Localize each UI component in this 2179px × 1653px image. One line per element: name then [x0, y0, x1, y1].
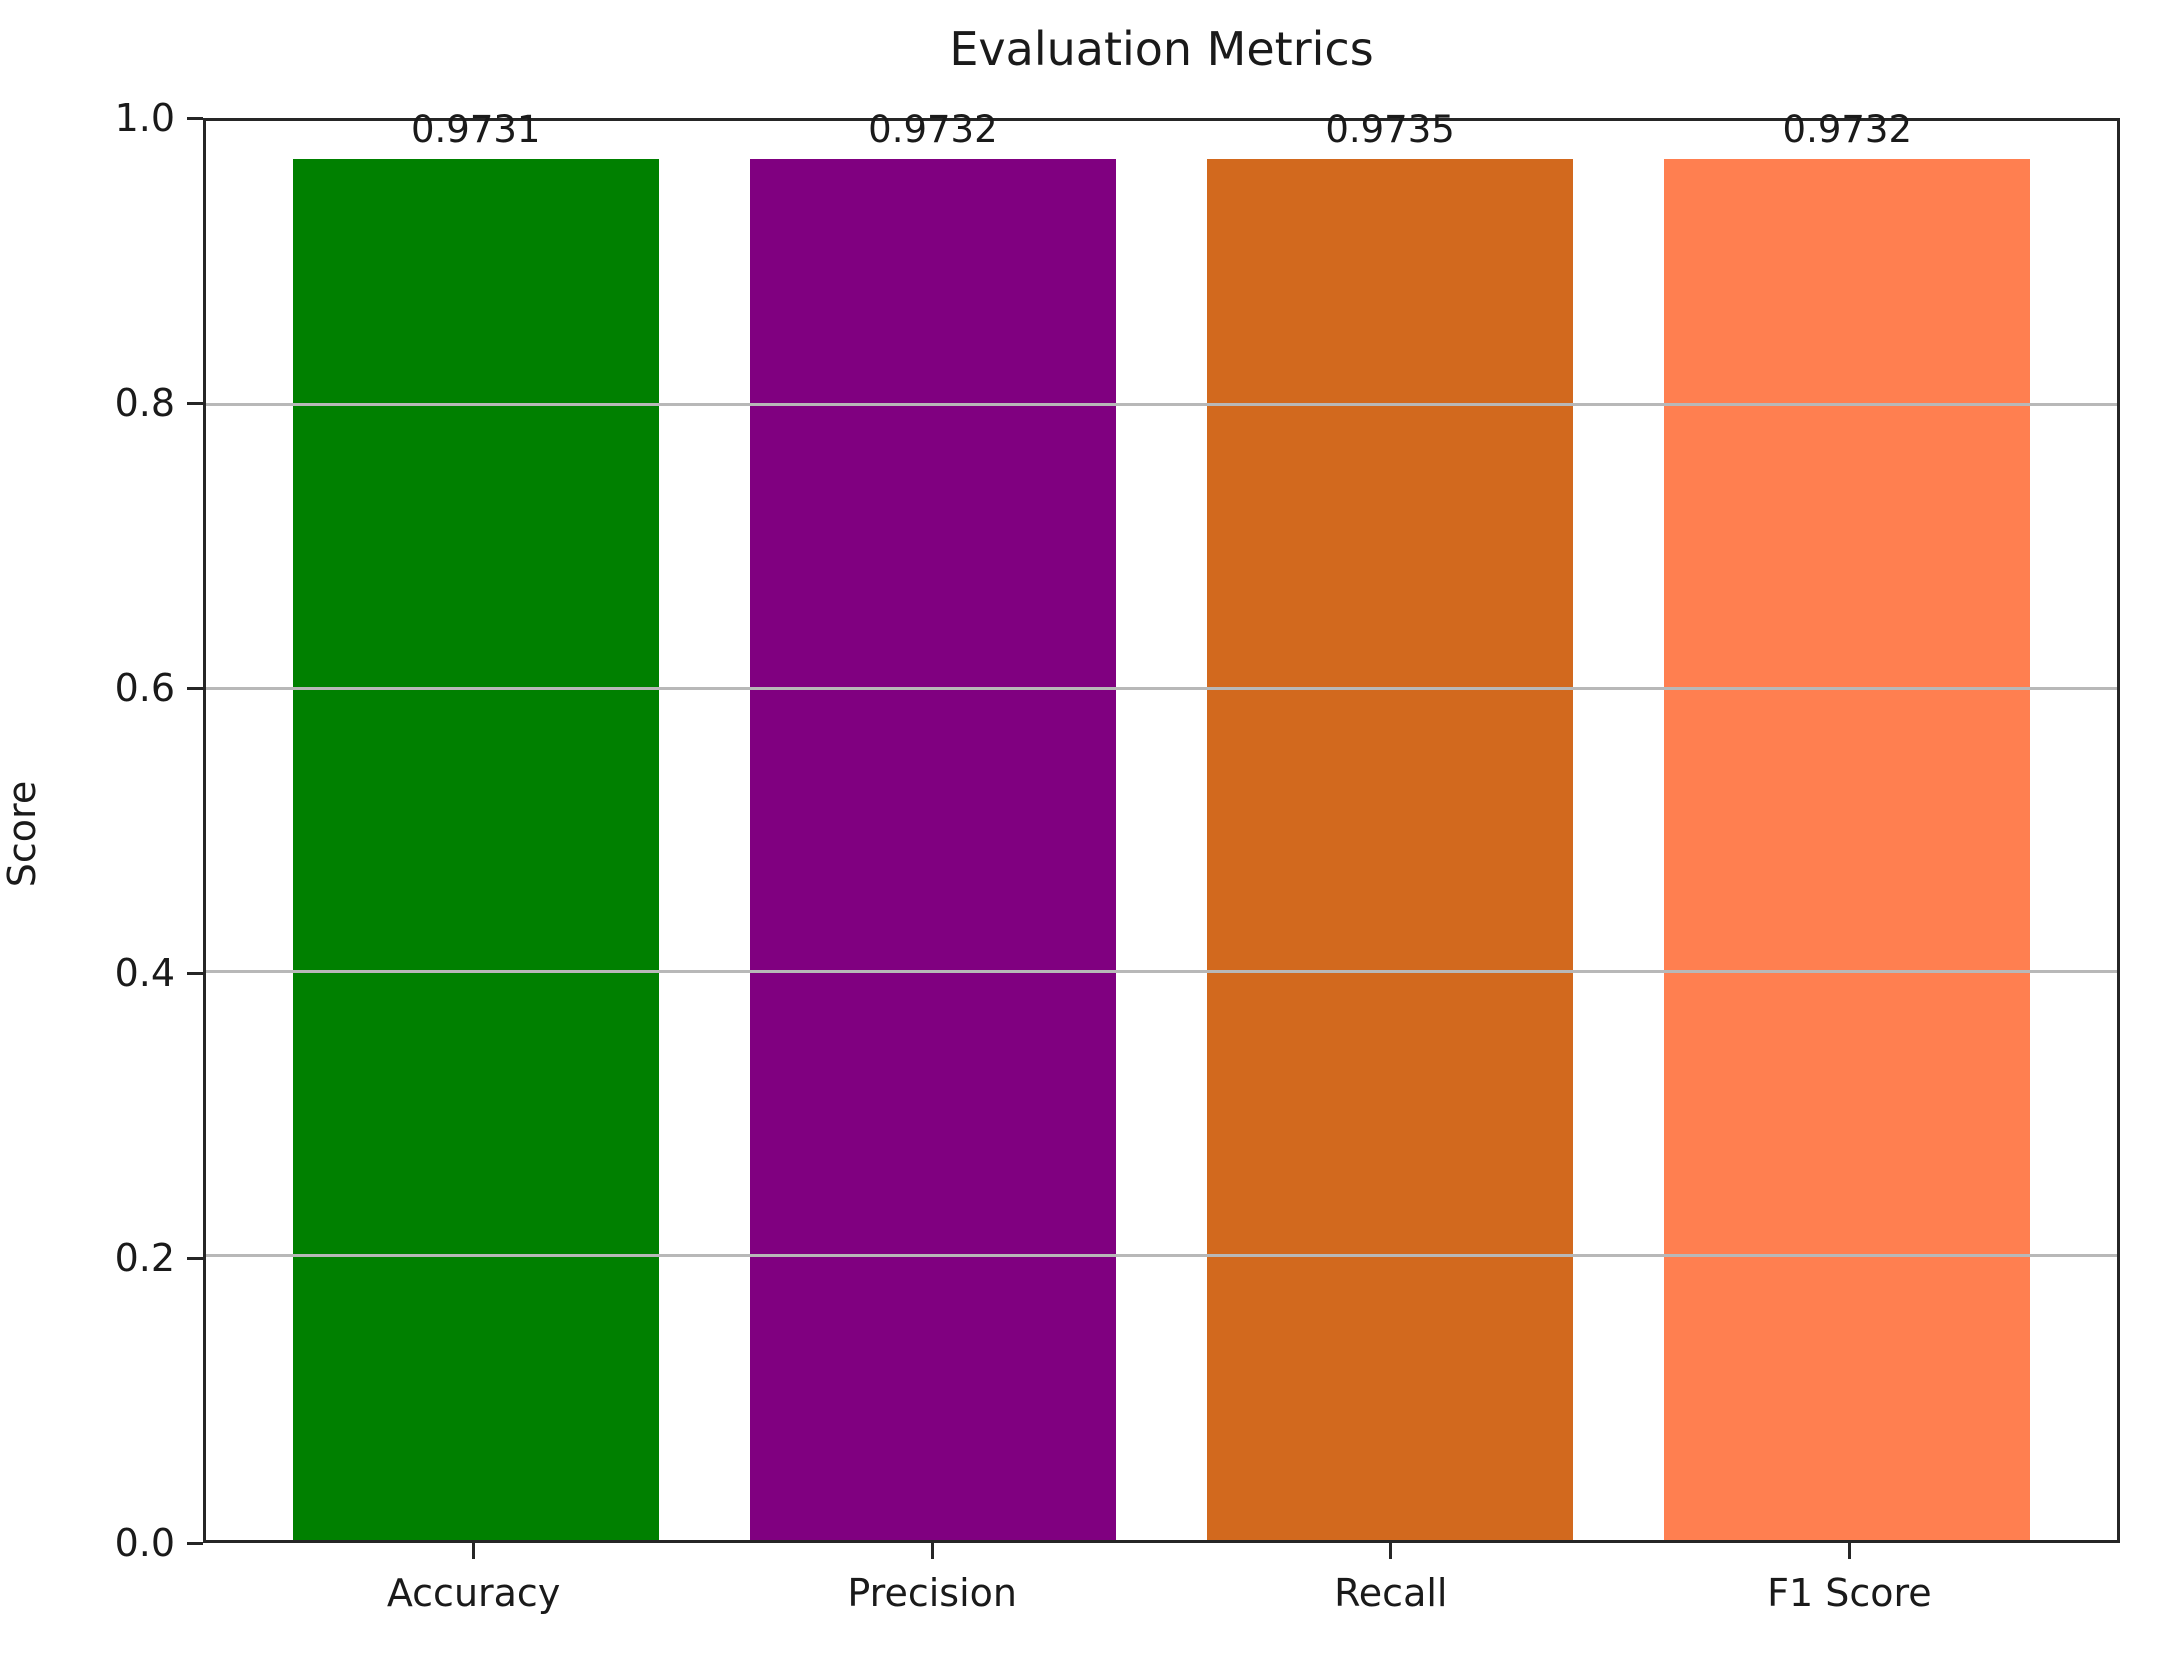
- bar-precision: [750, 159, 1116, 1540]
- y-axis-label: Score: [0, 780, 44, 888]
- bar-accuracy: [292, 159, 659, 1540]
- y-tick-label: 1.0: [114, 96, 175, 140]
- x-tick-mark: [472, 1543, 476, 1559]
- bar-value-label: 0.9732: [1782, 108, 1912, 152]
- gridline: [206, 686, 2117, 690]
- bar-value-label: 0.9731: [411, 108, 541, 152]
- chart-title: Evaluation Metrics: [949, 22, 1374, 76]
- x-tick-label-accuracy: Accuracy: [386, 1571, 561, 1615]
- bar-value-label: 0.9732: [868, 108, 998, 152]
- bar-value-label: 0.9735: [1325, 107, 1455, 151]
- plot-area: 0.9731 0.9732 0.9735 0.9732: [203, 108, 2120, 1543]
- bar-f1-score: [1664, 159, 2031, 1540]
- gridline: [206, 970, 2117, 974]
- y-tick-mark: [187, 971, 203, 975]
- bar-recall: [1207, 158, 1573, 1540]
- y-tick-label: 0.4: [114, 951, 175, 995]
- y-tick-mark: [187, 1256, 203, 1260]
- x-tick-label-f1-score: F1 Score: [1767, 1571, 1932, 1615]
- y-tick-label: 0.0: [114, 1521, 175, 1565]
- x-tick-mark: [1847, 1543, 1851, 1559]
- y-tick-mark: [187, 401, 203, 405]
- x-tick-label-precision: Precision: [847, 1571, 1017, 1615]
- x-tick-mark: [1389, 1543, 1393, 1559]
- x-tick-mark: [930, 1543, 934, 1559]
- y-tick-label: 0.8: [114, 381, 175, 425]
- y-tick-label: 0.6: [114, 666, 175, 710]
- gridline: [206, 402, 2117, 406]
- y-tick-mark: [187, 686, 203, 690]
- y-tick-mark: [187, 1541, 203, 1545]
- gridline: [206, 1254, 2117, 1258]
- y-tick-label: 0.2: [114, 1236, 175, 1280]
- x-tick-label-recall: Recall: [1334, 1571, 1448, 1615]
- y-tick-mark: [187, 116, 203, 120]
